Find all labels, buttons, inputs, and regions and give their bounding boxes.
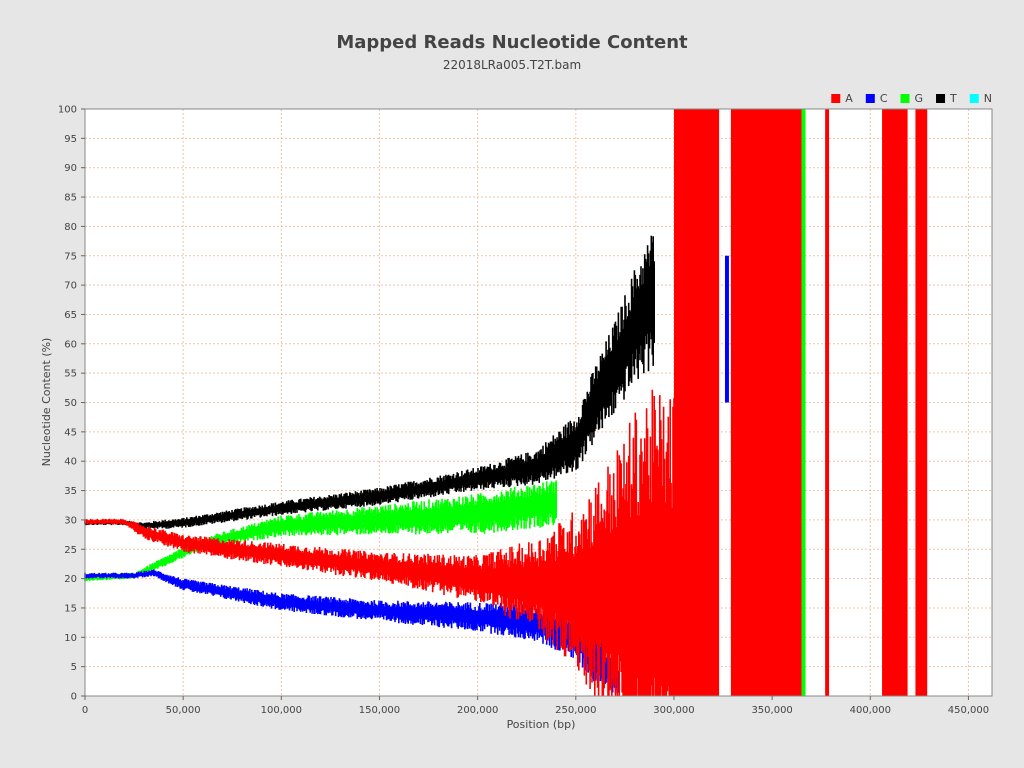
y-axis-ticks: 0 5 10 15 20 25 30 35 40 45 50 55 60 65 70 75 80 85 90 95 10… bbox=[58, 105, 85, 703]
y-tick-label: 10 bbox=[64, 633, 77, 644]
x-tick-label: 150,000 bbox=[359, 705, 400, 716]
series-a-block bbox=[915, 109, 928, 696]
x-tick-label: 100,000 bbox=[261, 705, 302, 716]
x-tick-label: 350,000 bbox=[751, 705, 792, 716]
chart-subtitle: 22018LRa005.T2T.bam bbox=[443, 58, 581, 72]
x-tick-label: 450,000 bbox=[948, 705, 989, 716]
y-tick-label: 45 bbox=[64, 427, 77, 438]
x-tick-label: 50,000 bbox=[166, 705, 201, 716]
legend-label-c: C bbox=[880, 92, 888, 105]
legend-swatch-a bbox=[831, 94, 841, 103]
series-layer bbox=[84, 109, 928, 696]
series-a-block bbox=[882, 109, 908, 696]
legend-label-a: A bbox=[845, 92, 853, 105]
series-g-block bbox=[801, 109, 806, 696]
y-tick-label: 25 bbox=[64, 545, 77, 556]
y-tick-label: 60 bbox=[64, 339, 77, 350]
y-tick-label: 80 bbox=[64, 222, 77, 233]
y-tick-label: 5 bbox=[71, 662, 77, 673]
x-axis-label: Position (bp) bbox=[507, 718, 576, 731]
legend-swatch-c bbox=[865, 94, 875, 103]
y-tick-label: 35 bbox=[64, 486, 77, 497]
legend-label-t: T bbox=[949, 92, 957, 105]
y-tick-label: 65 bbox=[64, 310, 77, 321]
x-tick-label: 250,000 bbox=[555, 705, 596, 716]
y-tick-label: 30 bbox=[64, 515, 77, 526]
series-a-block bbox=[673, 109, 720, 696]
y-tick-label: 40 bbox=[64, 457, 77, 468]
series-a-block bbox=[730, 109, 802, 696]
y-tick-label: 90 bbox=[64, 163, 77, 174]
x-tick-label: 200,000 bbox=[457, 705, 498, 716]
y-tick-label: 75 bbox=[64, 251, 77, 262]
y-tick-label: 95 bbox=[64, 134, 77, 145]
y-axis-label: Nucleotide Content (%) bbox=[40, 338, 53, 467]
series-a-block bbox=[825, 109, 830, 696]
legend-label-n: N bbox=[984, 92, 992, 105]
y-tick-label: 85 bbox=[64, 193, 77, 204]
y-tick-label: 100 bbox=[58, 105, 77, 116]
x-axis-ticks: 0 50,000 100,000 150,000 200,000 250,000 300,0… bbox=[82, 696, 989, 716]
y-tick-label: 15 bbox=[64, 603, 77, 614]
legend-swatch-g bbox=[900, 94, 910, 103]
x-tick-label: 400,000 bbox=[850, 705, 891, 716]
y-tick-label: 20 bbox=[64, 574, 77, 585]
y-tick-label: 0 bbox=[71, 692, 77, 703]
series-a bbox=[84, 109, 928, 696]
legend-swatch-n bbox=[969, 94, 979, 103]
y-tick-label: 50 bbox=[64, 398, 77, 409]
x-tick-label: 300,000 bbox=[653, 705, 694, 716]
legend-swatch-t bbox=[936, 94, 946, 103]
series-c-block bbox=[725, 255, 729, 403]
chart-title: Mapped Reads Nucleotide Content bbox=[336, 32, 688, 53]
x-tick-label: 0 bbox=[82, 705, 88, 716]
y-tick-label: 55 bbox=[64, 369, 77, 380]
legend-label-g: G bbox=[915, 92, 924, 105]
y-tick-label: 70 bbox=[64, 281, 77, 292]
